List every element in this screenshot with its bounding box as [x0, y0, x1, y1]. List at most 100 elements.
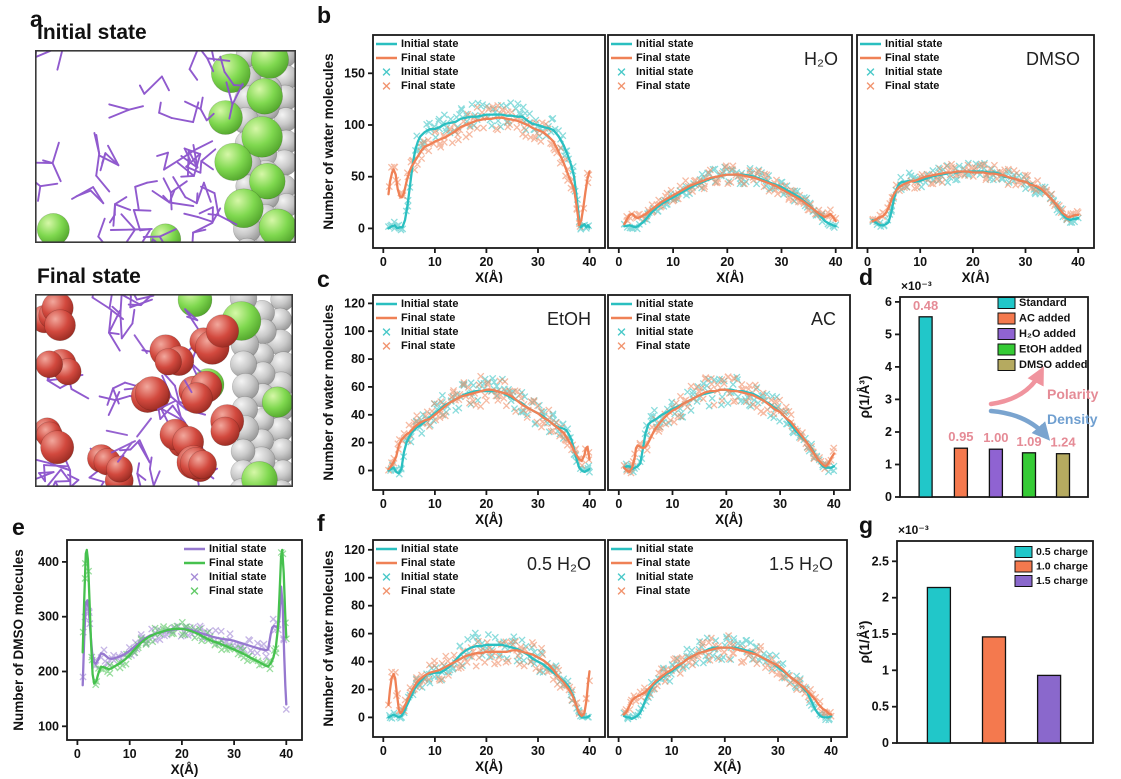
- x-tick-label: 0: [864, 255, 871, 269]
- y-tick-label: 0: [882, 736, 889, 750]
- legend-label: Initial state: [209, 543, 266, 555]
- scale-label: ×10⁻³: [898, 523, 929, 537]
- x-tick-label: 10: [666, 497, 680, 511]
- y-axis-label: Number of water molecules: [321, 53, 336, 229]
- legend-label: Final state: [636, 557, 690, 569]
- x-tick-label: 20: [719, 497, 733, 511]
- legend-label: Final state: [636, 312, 690, 324]
- y-tick-label: 0.5: [872, 700, 889, 714]
- y-tick-label: 100: [38, 719, 59, 733]
- initial-state-snapshot: [35, 50, 296, 248]
- legend-label: AC added: [1019, 313, 1070, 325]
- x-tick-label: 20: [966, 255, 980, 269]
- legend-label: H₂O added: [1019, 328, 1076, 340]
- panel-label-e: e: [12, 514, 25, 540]
- chart-svg-e: 0 10 20 30 40 100 200 300 400 X(Å) Number of DMSO …: [11, 539, 303, 777]
- x-tick-label: 40: [1071, 255, 1085, 269]
- y-tick-label: 2: [885, 425, 892, 439]
- x-tick-label: 0: [74, 747, 81, 761]
- x-axis-label: X(Å): [475, 512, 503, 527]
- y-tick-label: 20: [351, 683, 365, 697]
- chart-svg-b2: 0 10 20 30 40 X(Å) H₂O Initial state Final state…: [607, 34, 853, 285]
- legend-label: Final state: [636, 340, 690, 352]
- y-tick-label: 40: [351, 408, 365, 422]
- y-tick-label: 20: [351, 436, 365, 450]
- curve-Final-state: [387, 649, 591, 718]
- density-arrow: [988, 408, 1051, 441]
- y-tick-label: 100: [344, 324, 365, 338]
- legend-label: Initial state: [636, 38, 693, 50]
- condition-label: EtOH: [547, 309, 591, 329]
- chart-svg-f2: 0 10 20 30 40 X(Å) 1.5 H₂O Initial state Final s…: [607, 539, 848, 774]
- x-tick-label: 30: [227, 747, 241, 761]
- y-tick-label: 80: [351, 352, 365, 366]
- x-tick-label: 40: [827, 497, 841, 511]
- y-tick-label: 100: [344, 118, 365, 132]
- y-tick-label: 2.5: [872, 554, 889, 568]
- y-tick-label: 1: [882, 663, 889, 677]
- legend-label: Final state: [209, 585, 263, 597]
- x-tick-label: 10: [428, 497, 442, 511]
- x-tick-label: 30: [775, 255, 789, 269]
- x-tick-label: 30: [1019, 255, 1033, 269]
- legend-label: Initial state: [636, 298, 693, 310]
- y-axis-label: Number of water molecules: [321, 550, 336, 726]
- x-tick-label: 30: [531, 255, 545, 269]
- chart-svg-g: 0 0.5 1 1.5 2 2.5 ×10⁻³ ρ(1/Å³) 0.5 charge 1.0 ch…: [857, 523, 1094, 750]
- legend-label: Initial state: [636, 543, 693, 555]
- legend-label: Final state: [636, 52, 690, 64]
- x-tick-label: 0: [615, 255, 622, 269]
- chart-c-etoh: 0 10 20 30 40 0 20 40 60 80 100 120 X(Å) Number of wa…: [320, 288, 608, 533]
- scale-label: ×10⁻³: [901, 279, 932, 293]
- plot-frame: [607, 294, 851, 491]
- x-axis-label: X(Å): [962, 270, 990, 283]
- chart-e-dmso-profile: 0 10 20 30 40 100 200 300 400 X(Å) Number of DMSO …: [10, 515, 320, 779]
- plot-area: [869, 159, 1082, 231]
- legend-label: Standard: [1019, 297, 1067, 309]
- x-tick-label: 20: [479, 497, 493, 511]
- polarity-arrow-label: Polarity: [1047, 386, 1099, 402]
- x-tick-label: 10: [913, 255, 927, 269]
- legend-label: Initial state: [401, 571, 458, 583]
- initial-state-caption: Initial state: [37, 21, 147, 44]
- x-tick-label: 40: [279, 747, 293, 761]
- x-tick-label: 10: [428, 744, 442, 758]
- condition-label: AC: [811, 309, 836, 329]
- x-tick-label: 10: [123, 747, 137, 761]
- x-tick-label: 30: [531, 744, 545, 758]
- x-axis-label: X(Å): [475, 759, 503, 774]
- condition-label: DMSO: [1026, 49, 1080, 69]
- curve-Final-state: [622, 388, 836, 474]
- curve-Final-state: [387, 116, 591, 227]
- legend-label: Final state: [636, 80, 690, 92]
- chart-g-charge-bars: 0 0.5 1 1.5 2 2.5 ×10⁻³ ρ(1/Å³) 0.5 charge 1.0 ch…: [855, 515, 1121, 760]
- x-tick-label: 0: [380, 497, 387, 511]
- chart-svg-c2: 0 10 20 30 40 X(Å) AC Initial state Final state I…: [607, 294, 851, 527]
- legend-label: Initial state: [401, 38, 458, 50]
- solvent-sticks: [35, 50, 244, 243]
- plot-area: [620, 632, 835, 724]
- bar-value-label: 0.48: [913, 298, 938, 313]
- x-tick-label: 40: [583, 744, 597, 758]
- final-state-snapshot: [35, 294, 293, 492]
- y-tick-label: 60: [351, 627, 365, 641]
- x-tick-label: 0: [615, 497, 622, 511]
- curve-Final-state: [871, 170, 1080, 223]
- legend-label: Initial state: [885, 38, 942, 50]
- chart-svg-f1: 0 10 20 30 40 0 20 40 60 80 100 120 X(Å) Number of wa…: [321, 539, 606, 774]
- chart-f-05h2o: 0 10 20 30 40 0 20 40 60 80 100 120 X(Å) Number of wa…: [320, 515, 608, 779]
- x-tick-label: 20: [175, 747, 189, 761]
- plot-frame: [372, 539, 606, 738]
- legend-label: DMSO added: [1019, 359, 1087, 371]
- legend-label: Initial state: [401, 298, 458, 310]
- x-axis-label: X(Å): [714, 759, 742, 774]
- bar-value-label: 1.24: [1050, 435, 1076, 450]
- legend-label: 1.0 charge: [1036, 561, 1088, 573]
- chart-b-h2o: 0 10 20 30 40 X(Å) H₂O Initial state Final state…: [606, 20, 856, 288]
- chart-svg-b1: 0 10 20 30 40 0 50 100 150 X(Å) Number of water mo…: [321, 34, 606, 285]
- chart-svg-c1: 0 10 20 30 40 0 20 40 60 80 100 120 X(Å) Number of wa…: [321, 294, 606, 527]
- legend-label: 1.5 charge: [1036, 575, 1088, 587]
- panel-label-b: b: [317, 2, 332, 28]
- y-tick-label: 3: [885, 392, 892, 406]
- scatter-Final-state: [623, 162, 840, 225]
